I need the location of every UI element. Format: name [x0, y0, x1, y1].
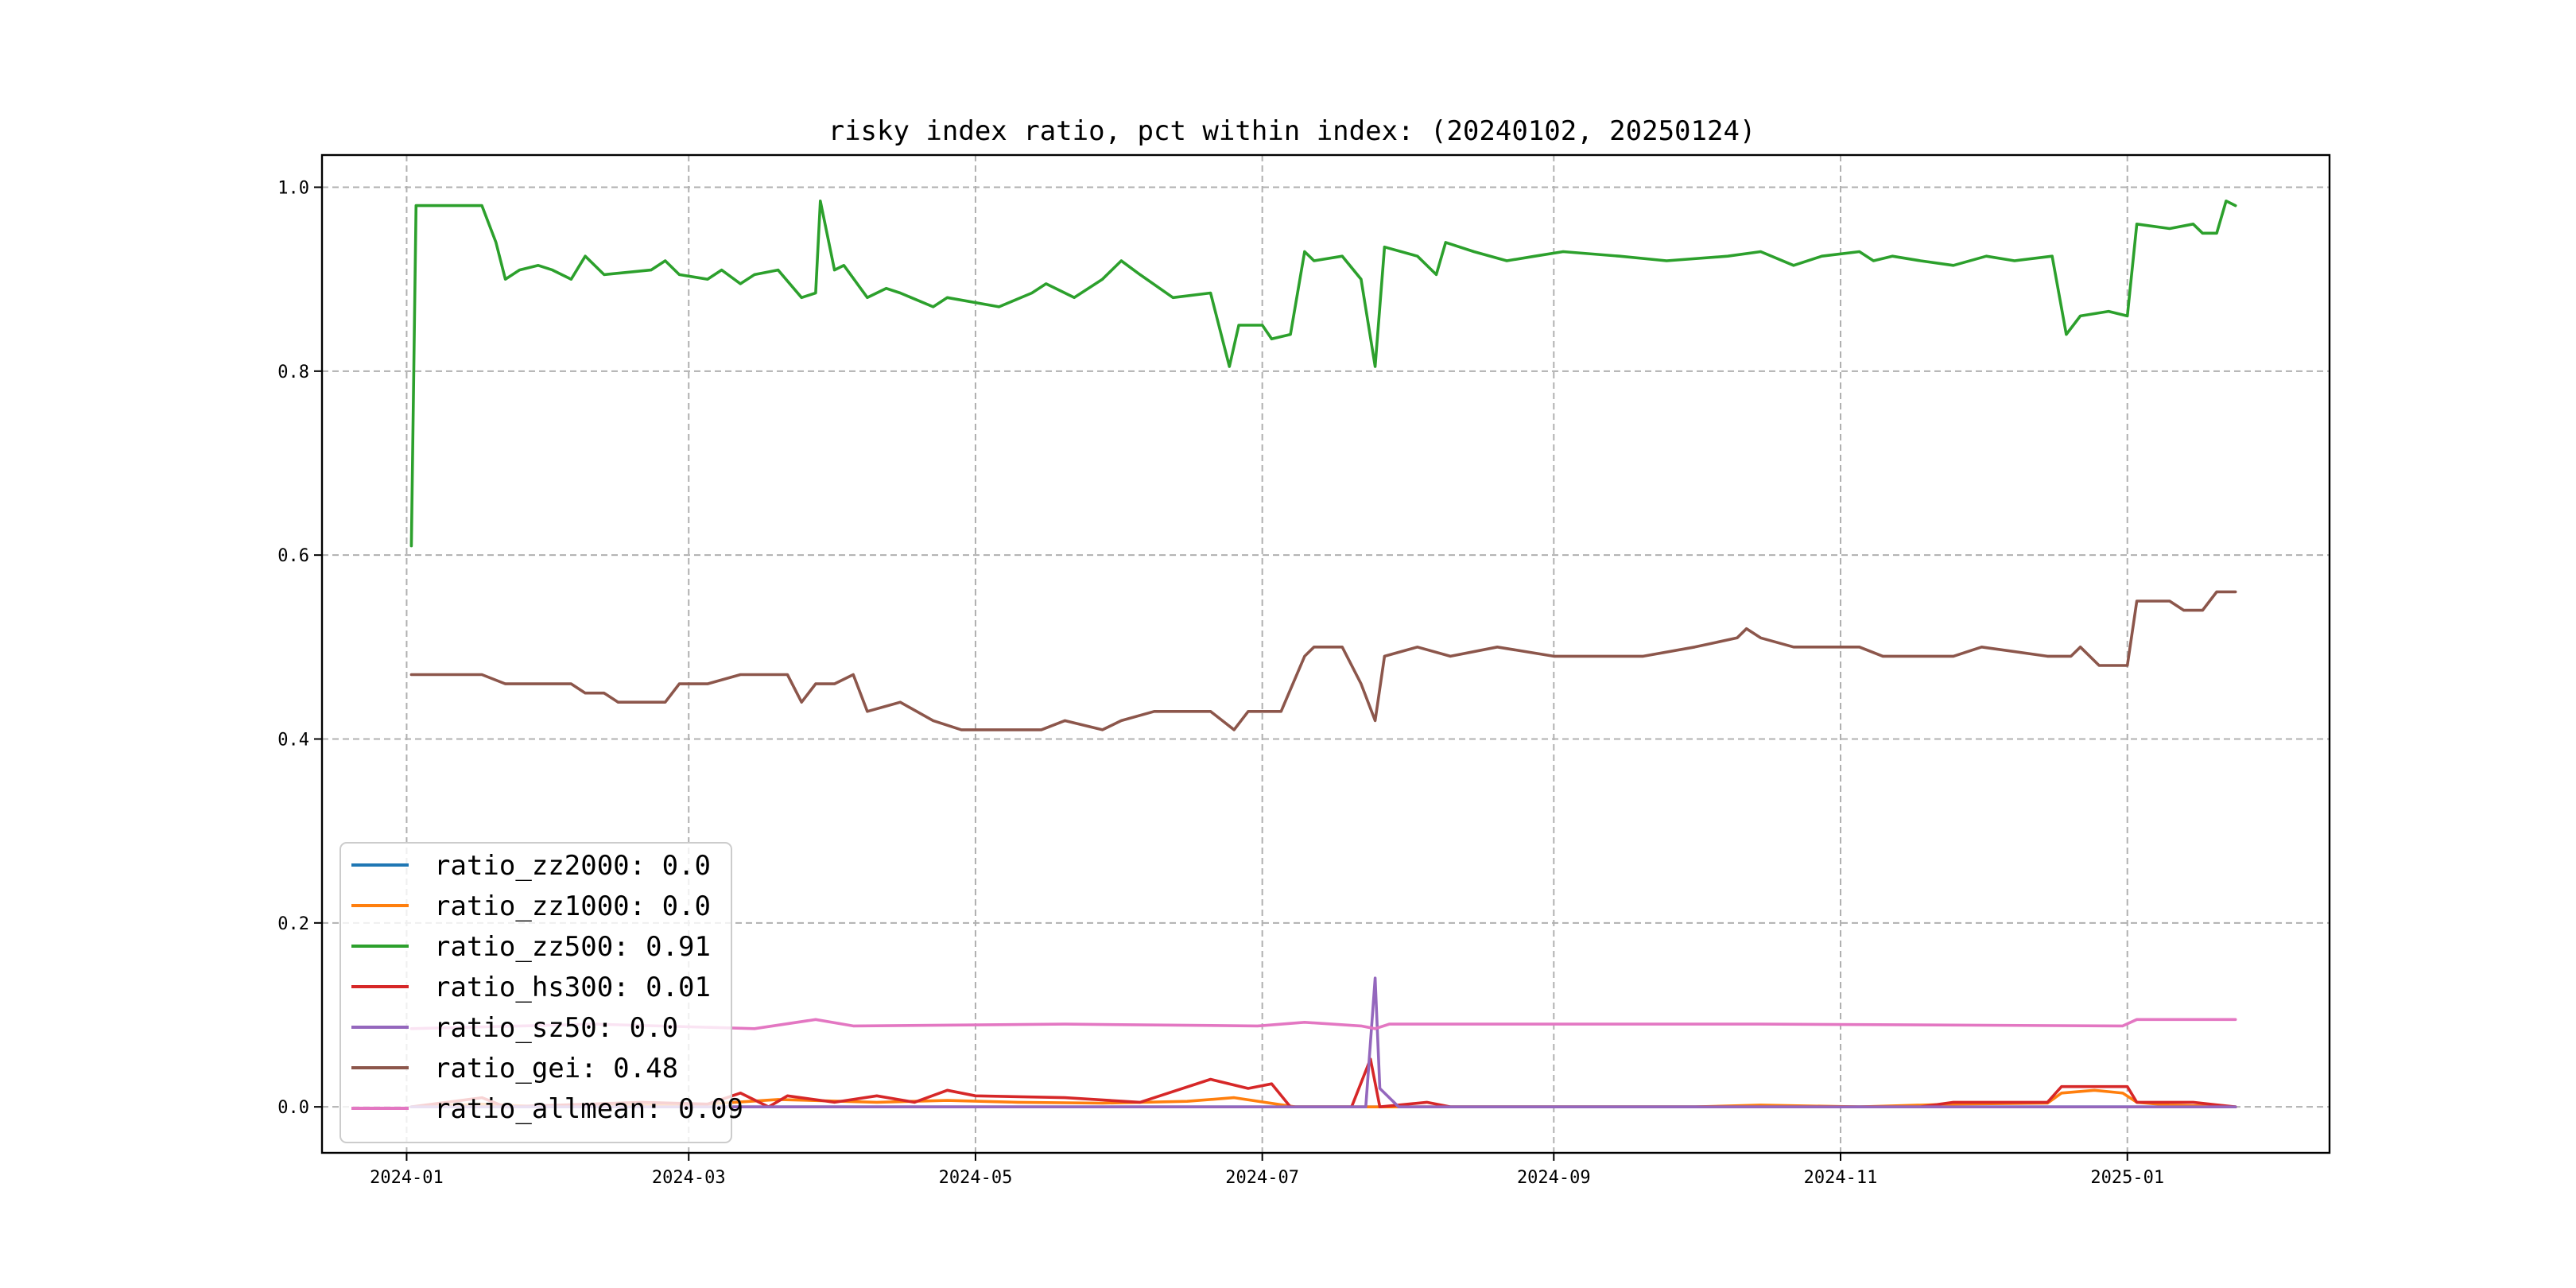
- legend-label: ratio_hs300: 0.01: [434, 972, 711, 1003]
- legend-label: ratio_zz500: 0.91: [434, 931, 711, 963]
- series-line-ratio_gei: [409, 590, 2237, 731]
- x-tick-label: 2024-03: [652, 1168, 726, 1188]
- y-tick-label: 0.4: [277, 730, 309, 750]
- series-line-ratio_sz50: [409, 976, 2237, 1108]
- chart-title: risky index ratio, pct within index: (20…: [828, 115, 1756, 147]
- x-tick-label: 2024-01: [370, 1168, 444, 1188]
- x-tick-label: 2024-05: [939, 1168, 1013, 1188]
- legend-label: ratio_zz2000: 0.0: [434, 850, 711, 882]
- x-tick-label: 2025-01: [2090, 1168, 2164, 1188]
- grid: [322, 155, 2330, 1153]
- legend-label: ratio_allmean: 0.09: [434, 1093, 743, 1125]
- axis-ticks: 2024-01 2024-03 2024-05 2024-07 2024-09 2024-…: [277, 178, 2164, 1188]
- y-tick-label: 0.8: [277, 363, 309, 382]
- legend: ratio_zz2000: 0.0 ratio_zz1000: 0.0 ratio_…: [339, 842, 743, 1143]
- x-tick-label: 2024-11: [1804, 1168, 1878, 1188]
- plot-frame: [320, 153, 2331, 1154]
- series-line-ratio_allmean: [409, 1018, 2237, 1030]
- x-tick-label: 2024-09: [1517, 1168, 1591, 1188]
- legend-label: ratio_sz50: 0.0: [434, 1012, 678, 1044]
- legend-label: ratio_zz1000: 0.0: [434, 890, 711, 922]
- series-line-ratio_zz500: [409, 200, 2237, 548]
- y-tick-label: 0.2: [277, 914, 309, 934]
- y-tick-label: 0.6: [277, 546, 309, 566]
- series-line-ratio_hs300: [409, 1057, 2237, 1108]
- legend-label: ratio_gei: 0.48: [434, 1053, 678, 1084]
- y-tick-label: 1.0: [277, 178, 309, 198]
- legend-box: [339, 842, 732, 1143]
- y-tick-label: 0.0: [277, 1098, 309, 1118]
- x-tick-label: 2024-07: [1225, 1168, 1299, 1188]
